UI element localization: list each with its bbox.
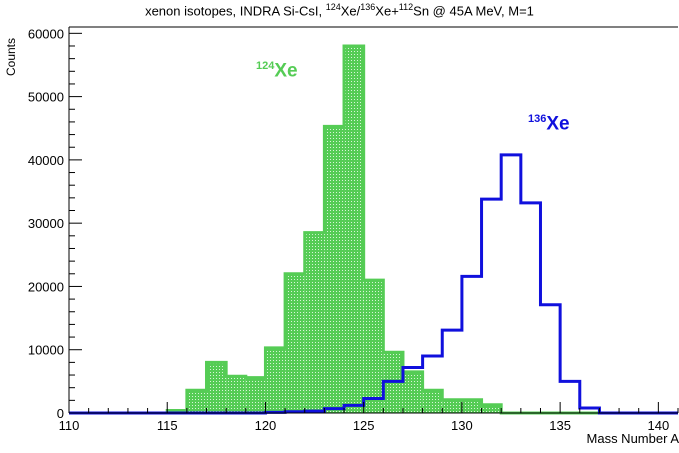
chart-title: xenon isotopes, INDRA Si-CsI, 124Xe/136X… [145, 2, 534, 19]
histogram-bar-xe124 [285, 273, 305, 413]
histogram-bar-xe124 [265, 347, 286, 413]
x-tick-label: 110 [59, 418, 80, 433]
y-tick-label: 50000 [28, 90, 64, 105]
y-tick-label: 60000 [28, 26, 64, 41]
histogram-bar-xe124 [442, 399, 462, 413]
series-label-xe136: 136Xe [528, 113, 570, 135]
x-tick-label: 130 [451, 418, 473, 433]
histogram-bar-xe124 [186, 390, 207, 413]
y-tick-label: 0 [57, 406, 64, 421]
histogram-bar-xe124 [206, 362, 227, 413]
x-tick-label: 115 [157, 418, 178, 433]
histogram-bar-xe124 [245, 377, 266, 413]
x-tick-label: 135 [549, 418, 571, 433]
histogram-bar-xe124 [344, 45, 364, 413]
x-tick-label: 125 [353, 418, 375, 433]
y-tick-label: 10000 [28, 343, 64, 358]
histogram-bar-xe124 [304, 232, 325, 413]
histogram-bar-xe124 [481, 404, 502, 413]
x-tick-label: 120 [255, 418, 277, 433]
histogram-bar-xe124 [363, 280, 384, 413]
x-tick-label: 140 [648, 418, 670, 433]
x-axis-label: Mass Number A [586, 431, 679, 446]
series-label-xe124: 124Xe [256, 60, 298, 82]
y-tick-label: 20000 [28, 279, 64, 294]
histogram-bar-xe124 [461, 399, 482, 413]
y-tick-label: 40000 [28, 153, 64, 168]
histogram-bar-xe124 [324, 126, 345, 414]
histogram-bar-xe124 [226, 376, 246, 413]
histogram-bar-xe124 [402, 371, 423, 413]
y-tick-label: 30000 [28, 216, 64, 231]
histogram-bar-xe124 [422, 390, 443, 413]
